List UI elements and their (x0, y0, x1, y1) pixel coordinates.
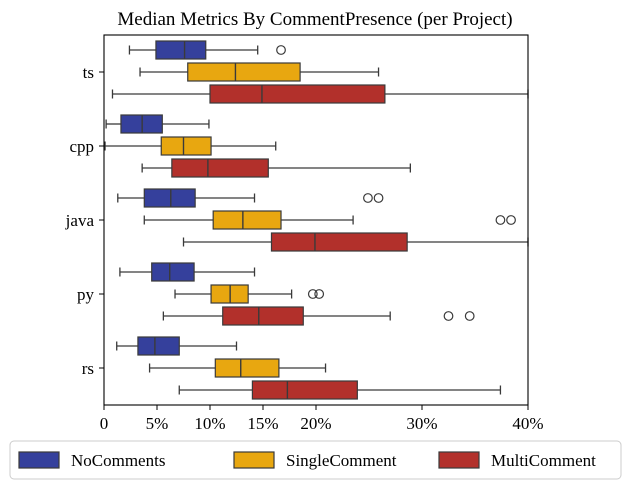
legend-swatch-MultiComment (438, 451, 480, 469)
y-category-label: py (77, 285, 95, 304)
box-iqr (222, 306, 304, 326)
chart-title: Median Metrics By CommentPresence (per P… (117, 9, 512, 30)
box-MultiComment-java (182, 232, 529, 252)
outlier-point (443, 311, 454, 321)
box-NoComments-rs (116, 336, 238, 356)
outlier-point (314, 289, 325, 299)
outlier-point (495, 215, 506, 225)
box-MultiComment-rs (178, 380, 502, 400)
box-iqr (187, 62, 301, 82)
box-iqr (209, 84, 386, 104)
box-iqr (137, 336, 180, 356)
box-iqr (270, 232, 408, 252)
x-tick-label: 30% (406, 414, 437, 433)
legend-swatch-SingleComment (233, 451, 275, 469)
legend: NoComments SingleComment MultiComment (9, 440, 622, 480)
x-tick-label: 40% (512, 414, 543, 433)
x-tick-label: 20% (300, 414, 331, 433)
box-iqr (251, 380, 358, 400)
outlier-point (363, 193, 373, 203)
legend-swatch-NoComments (18, 451, 60, 469)
box-iqr (155, 40, 207, 60)
x-tick-label: 0 (100, 414, 109, 433)
box-iqr (214, 358, 280, 378)
box-NoComments-py (119, 262, 256, 282)
box-iqr (160, 136, 212, 156)
box-SingleComment-py (174, 284, 325, 304)
plot-area (104, 40, 529, 400)
y-category-label: rs (82, 359, 94, 378)
outlier-point (506, 215, 516, 225)
legend-label-SingleComment: SingleComment (286, 451, 397, 470)
box-iqr (212, 210, 282, 230)
legend-label-NoComments: NoComments (71, 451, 165, 470)
box-SingleComment-rs (148, 358, 327, 378)
legend-frame (9, 440, 622, 480)
outlier-point (276, 45, 286, 55)
outlier-point (373, 193, 384, 203)
x-tick-label: 5% (146, 414, 169, 433)
y-category-label: cpp (69, 137, 94, 156)
box-NoComments-java (117, 188, 384, 208)
x-tick-label: 10% (194, 414, 225, 433)
box-iqr (143, 188, 196, 208)
box-iqr (151, 262, 195, 282)
axes: 0 5% 10% 15% 20% 30% 40% ts cpp java py rs (65, 34, 544, 433)
box-MultiComment-cpp (141, 158, 411, 178)
outlier-point (464, 311, 475, 321)
box-iqr (171, 158, 269, 178)
box-SingleComment-java (143, 210, 516, 230)
legend-label-MultiComment: MultiComment (491, 451, 596, 470)
box-NoComments-ts (128, 40, 286, 60)
box-MultiComment-ts (111, 84, 529, 104)
x-tick-label: 15% (247, 414, 278, 433)
outlier-point (307, 289, 318, 299)
box-NoComments-cpp (105, 114, 210, 134)
box-MultiComment-py (162, 306, 475, 326)
y-category-label: java (65, 211, 95, 230)
y-category-label: ts (83, 63, 94, 82)
box-SingleComment-ts (139, 62, 380, 82)
box-SingleComment-cpp (104, 136, 277, 156)
